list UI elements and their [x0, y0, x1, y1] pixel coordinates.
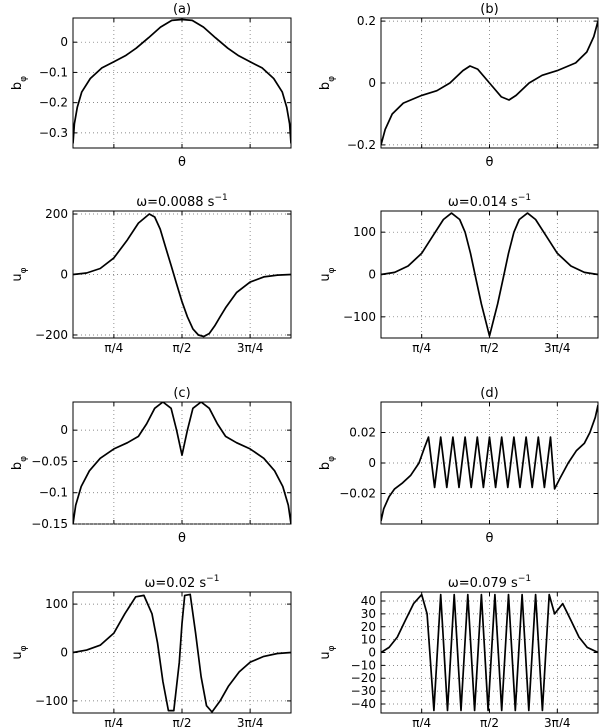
y-axis-label: bφ — [318, 456, 337, 470]
y-tick-label: 100 — [45, 597, 68, 611]
y-tick-label: −200 — [35, 328, 68, 342]
y-tick-label: −0.15 — [31, 517, 68, 531]
y-tick-label: −20 — [351, 671, 376, 685]
y-axis-label: uφ — [10, 267, 29, 281]
x-tick-label: π/4 — [412, 341, 431, 355]
y-axis-label-subscript: φ — [327, 645, 337, 651]
y-axis-label-subscript: φ — [19, 76, 29, 82]
x-tick-label: 3π/4 — [544, 341, 571, 355]
y-axis-label-subscript: φ — [19, 645, 29, 651]
y-axis-label: bφ — [10, 76, 29, 90]
x-tick-label: π/2 — [173, 716, 192, 727]
y-tick-label: 0 — [60, 268, 68, 282]
chart-title: ω=0.079 s−1 — [448, 574, 531, 591]
y-tick-label: −100 — [35, 694, 68, 708]
chart-title: (d) — [480, 386, 498, 401]
chart-title: ω=0.014 s−1 — [448, 193, 531, 210]
x-tick-label: π/2 — [480, 716, 499, 727]
series-line — [73, 213, 291, 338]
series-line — [73, 593, 291, 713]
x-tick-label: π/2 — [173, 341, 192, 355]
series-line — [381, 20, 598, 146]
y-axis-label: bφ — [318, 76, 337, 90]
y-tick-label: 0 — [368, 646, 376, 660]
x-axis-label: θ — [178, 531, 186, 546]
chart-title: ω=0.02 s−1 — [145, 574, 220, 591]
y-tick-label: 0 — [60, 35, 68, 49]
y-tick-label: −0.2 — [347, 138, 376, 152]
y-tick-label: −40 — [351, 697, 376, 711]
x-tick-label: π/4 — [104, 716, 123, 727]
chart-panel: 0.2 0 −0.2 (b) θ bφ — [318, 2, 599, 170]
y-tick-label: −0.2 — [39, 96, 68, 110]
y-axis-label: bφ — [10, 456, 29, 470]
x-axis-label: θ — [486, 531, 494, 546]
y-tick-label: −0.02 — [339, 487, 376, 501]
y-axis-label-subscript: φ — [327, 267, 337, 273]
x-tick-label: 3π/4 — [237, 716, 264, 727]
chart-panel: 0.02 0 −0.02 (d) θ bφ — [318, 386, 599, 546]
x-tick-label: π/4 — [104, 341, 123, 355]
y-tick-label: −100 — [343, 310, 376, 324]
x-tick-label: π/2 — [480, 341, 499, 355]
y-tick-label: 20 — [361, 620, 376, 634]
y-tick-label: −10 — [351, 658, 376, 672]
y-axis-label-subscript: φ — [327, 76, 337, 82]
chart-title-superscript: −1 — [518, 193, 531, 203]
chart-title-superscript: −1 — [206, 574, 219, 584]
chart-panel: 0 −0.1 −0.2 −0.3 (a) θ bφ — [10, 2, 292, 170]
chart-title-superscript: −1 — [518, 574, 531, 584]
chart-panel: π/4 π/2 3π/4 200 0 −200 ω=0.0088 s−1 uφ — [10, 193, 292, 355]
y-tick-label: −0.1 — [39, 65, 68, 79]
y-tick-label: −30 — [351, 684, 376, 698]
y-tick-label: −0.3 — [39, 126, 68, 140]
y-tick-label: 40 — [361, 594, 376, 608]
series-line — [73, 18, 291, 144]
y-axis-label-subscript: φ — [327, 456, 337, 462]
y-axis-label: uφ — [10, 645, 29, 659]
y-tick-label: 0 — [368, 268, 376, 282]
chart-title: (a) — [173, 2, 191, 17]
y-tick-label: 0 — [368, 456, 376, 470]
chart-panel: 0 −0.05 −0.1 −0.15 (c) θ bφ — [10, 386, 292, 546]
y-tick-label: 10 — [361, 633, 376, 647]
chart-title: ω=0.0088 s−1 — [136, 193, 227, 210]
y-tick-label: 100 — [353, 225, 376, 239]
y-tick-label: 200 — [45, 207, 68, 221]
y-tick-label: 0 — [60, 423, 68, 437]
chart-panel: π/4 π/2 3π/4 100 0 −100 ω=0.014 s−1 uφ — [318, 193, 599, 355]
y-axis-label: uφ — [318, 645, 337, 659]
y-tick-label: 0 — [368, 76, 376, 90]
x-tick-label: 3π/4 — [544, 716, 571, 727]
chart-title: (b) — [480, 2, 498, 17]
chart-title: (c) — [173, 386, 190, 401]
x-tick-label: 3π/4 — [237, 341, 264, 355]
y-tick-label: −0.1 — [39, 486, 68, 500]
y-tick-label: 0.2 — [357, 14, 376, 28]
y-axis-label-subscript: φ — [19, 267, 29, 273]
y-tick-label: −0.05 — [31, 454, 68, 468]
chart-title-superscript: −1 — [214, 193, 227, 203]
y-tick-label: 0 — [60, 646, 68, 660]
series-line — [73, 402, 291, 524]
chart-panel: π/4 π/2 3π/4 100 0 −100 ω=0.02 s−1 uφ — [10, 574, 292, 727]
y-axis-label-subscript: φ — [19, 456, 29, 462]
x-tick-label: π/4 — [412, 716, 431, 727]
y-axis-label: uφ — [318, 267, 337, 281]
y-tick-label: 30 — [361, 607, 376, 621]
y-tick-label: 0.02 — [349, 426, 376, 440]
x-axis-label: θ — [486, 155, 494, 170]
series-line — [381, 593, 598, 712]
series-line — [381, 212, 598, 337]
x-axis-label: θ — [178, 155, 186, 170]
series-line — [381, 404, 598, 522]
